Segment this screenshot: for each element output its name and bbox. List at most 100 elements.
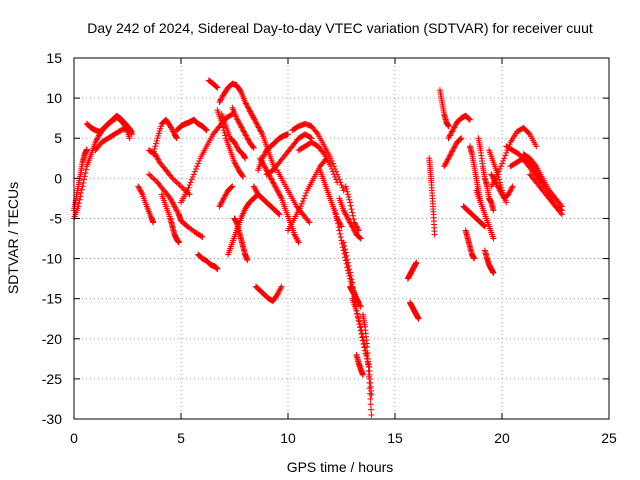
data-point [170,128,177,135]
data-point [442,160,449,167]
data-point [294,236,301,243]
data-point [494,171,501,178]
x-tick-labels: 0 5 10 15 20 25 [70,430,617,446]
data-point [343,212,350,219]
y-tick-label: 15 [46,50,62,66]
data-point [174,208,181,215]
data-point [269,178,276,185]
data-point [450,125,457,132]
data-point [345,194,352,201]
data-point [352,222,359,229]
data-point [240,173,247,180]
data-point [245,104,252,111]
y-axis-title: SDTVAR / TECUs [5,182,21,294]
data-point [496,187,503,194]
data-point [260,160,267,167]
data-point [229,183,236,190]
data-point [444,156,451,163]
data-point [337,230,344,237]
data-point [352,220,359,227]
gridlines [74,58,609,419]
data-point [451,143,458,150]
data-point [446,132,453,139]
data-point [270,179,277,186]
data-point [242,99,249,106]
data-point [415,315,422,322]
data-point [366,385,373,392]
data-point [342,211,349,218]
data-point [490,175,497,182]
data-point [249,112,256,119]
data-point [299,198,306,205]
data-point [503,149,510,156]
data-point [495,184,502,191]
data-point [168,196,175,203]
data-point [291,231,298,238]
series-track-29 [295,139,341,186]
data-point [252,119,259,126]
data-point [502,152,509,159]
data-point [313,129,320,136]
data-point [335,173,342,180]
data-point [344,256,351,263]
data-point [446,152,453,159]
data-point [216,203,223,210]
series-track-37 [342,183,362,234]
data-point [242,132,249,139]
data-point [500,157,507,164]
data-point [152,143,159,150]
data-point [218,95,225,102]
data-point [239,125,246,132]
data-point [172,178,179,185]
data-point [332,207,339,214]
data-point [347,275,354,282]
data-point [260,161,267,168]
data-point [167,123,174,130]
data-point [274,187,281,194]
data-point [136,186,143,193]
data-point [203,127,210,134]
data-point [188,176,195,183]
data-point [231,139,238,146]
data-point [366,379,373,386]
data-point [259,159,266,166]
data-point [234,164,241,171]
data-point [351,219,358,226]
data-point [340,187,347,194]
data-point [199,233,206,240]
series-track-13 [205,77,221,91]
data-point [138,188,145,195]
series-track-05 [135,183,157,226]
data-point [240,127,247,134]
data-point [155,156,162,163]
data-point [150,219,157,226]
data-point [505,191,512,198]
data-point [151,176,158,183]
series-track-46 [460,203,488,230]
data-point [367,390,374,397]
data-point [331,163,338,170]
data-point [327,155,334,162]
data-point [147,172,154,179]
data-point [233,115,240,122]
data-point [167,195,174,202]
data-point [252,186,259,193]
data-point [341,242,348,249]
y-tick-label: -20 [42,331,62,347]
data-point [270,180,277,187]
data-point [344,191,351,198]
y-tick-label: -10 [42,251,62,267]
data-point [76,196,83,203]
data-point [256,125,263,132]
series-track-45 [441,135,465,170]
data-point [489,173,496,180]
data-point [253,120,260,127]
data-point [441,161,448,168]
data-point [170,202,177,209]
data-point [336,176,343,183]
data-point [449,147,456,154]
data-point [431,231,438,238]
data-point [150,175,157,182]
data-point [173,179,180,186]
data-point [297,203,304,210]
